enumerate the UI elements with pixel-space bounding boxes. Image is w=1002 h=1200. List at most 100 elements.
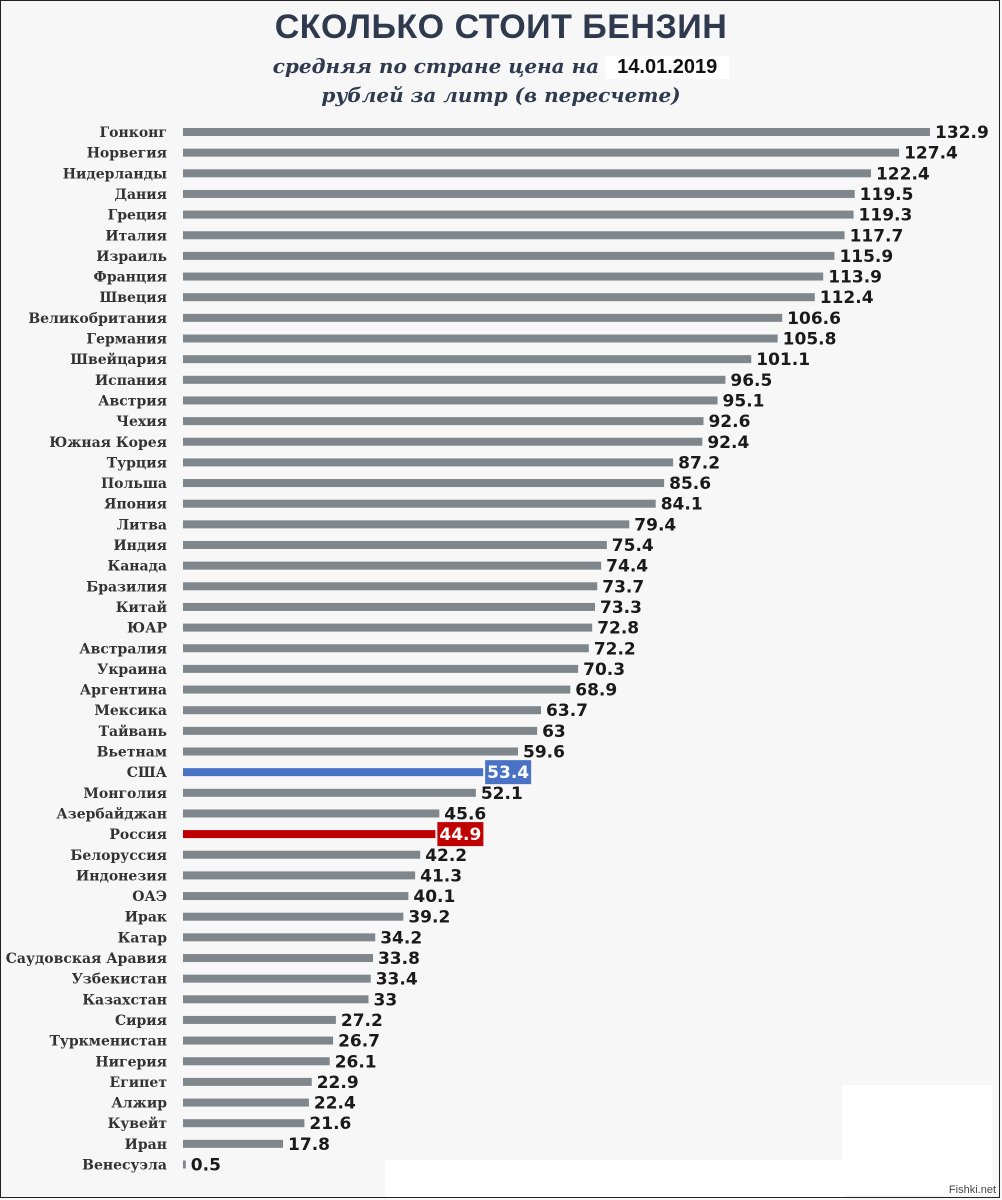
value-label-28: 63.7	[546, 701, 588, 721]
category-label-15: Южная Корея	[49, 435, 167, 451]
value-label-25: 72.2	[594, 639, 636, 659]
category-label-30: Вьетнам	[97, 745, 167, 761]
value-label-13: 95.1	[723, 391, 765, 411]
bar-47	[183, 1098, 309, 1107]
value-label-8: 112.4	[820, 288, 874, 308]
category-label-35: Белоруссия	[70, 848, 167, 864]
bar-17	[183, 479, 665, 488]
category-label-17: Польша	[101, 476, 167, 492]
bar-46	[183, 1077, 312, 1086]
bar-32	[183, 788, 476, 797]
value-label-36: 41.3	[420, 866, 462, 886]
bar-24	[183, 623, 593, 632]
value-label-2: 122.4	[876, 164, 930, 184]
bar-11	[183, 355, 752, 364]
watermark-patch-bottom	[385, 1160, 845, 1198]
category-label-25: Австралия	[79, 641, 167, 657]
category-label-40: Саудовская Аравия	[6, 951, 167, 967]
bar-31	[183, 768, 484, 777]
category-label-22: Бразилия	[86, 579, 167, 595]
category-label-7: Франция	[94, 270, 167, 286]
value-label-21: 74.4	[606, 557, 648, 577]
bar-39	[183, 933, 376, 942]
value-label-9: 106.6	[787, 309, 841, 329]
category-label-18: Япония	[104, 497, 167, 513]
category-label-20: Индия	[113, 538, 167, 554]
bar-36	[183, 871, 416, 880]
category-label-4: Греция	[108, 208, 167, 224]
category-label-32: Монголия	[83, 786, 167, 802]
bar-2	[183, 169, 871, 178]
watermark-patch	[842, 1085, 992, 1195]
bar-21	[183, 561, 602, 570]
category-label-2: Нидерланды	[63, 166, 167, 182]
bar-22	[183, 582, 598, 591]
value-label-37: 40.1	[413, 887, 455, 907]
category-label-27: Аргентина	[80, 683, 167, 699]
category-label-43: Сирия	[115, 1013, 167, 1029]
value-label-3: 119.5	[860, 185, 914, 205]
bar-0	[183, 128, 930, 136]
value-label-26: 70.3	[583, 660, 625, 680]
bar-1	[183, 148, 900, 157]
bar-33	[183, 809, 440, 818]
value-label-20: 75.4	[612, 536, 654, 556]
category-label-49: Иран	[125, 1137, 167, 1153]
highlight-badge-34	[437, 822, 484, 847]
category-label-21: Канада	[107, 559, 167, 575]
chart-subtitle: средняя по стране цена на 14.01.2019	[0, 54, 1002, 79]
category-label-6: Израиль	[96, 249, 167, 265]
value-label-40: 33.8	[378, 949, 420, 969]
value-label-15: 92.4	[707, 433, 749, 453]
bar-6	[183, 251, 835, 260]
category-label-34: Россия	[109, 827, 167, 843]
category-label-16: Турция	[107, 455, 167, 471]
value-label-11: 101.1	[756, 350, 810, 370]
value-label-29: 63	[542, 722, 566, 742]
bar-25	[183, 644, 589, 653]
bar-10	[183, 334, 778, 343]
value-label-1: 127.4	[904, 144, 958, 164]
category-label-37: ОАЭ	[132, 889, 167, 905]
value-label-30: 59.6	[523, 743, 565, 763]
category-label-11: Швейцария	[70, 351, 167, 368]
category-label-24: ЮАР	[127, 621, 167, 637]
bar-37	[183, 892, 409, 901]
bar-45	[183, 1057, 330, 1066]
bar-7	[183, 272, 824, 281]
category-label-9: Великобритания	[28, 311, 167, 327]
category-label-42: Казахстан	[82, 992, 167, 1008]
bar-49	[183, 1139, 284, 1148]
value-label-42: 33	[373, 990, 397, 1010]
value-label-39: 34.2	[380, 928, 422, 948]
value-label-27: 68.9	[575, 681, 617, 701]
value-label-16: 87.2	[678, 453, 720, 473]
value-label-7: 113.9	[828, 268, 882, 288]
value-label-46: 22.9	[317, 1073, 359, 1093]
value-label-10: 105.8	[783, 330, 837, 350]
bar-18	[183, 499, 656, 508]
category-label-31: США	[127, 765, 168, 781]
value-label-38: 39.2	[408, 908, 450, 928]
bar-30	[183, 747, 518, 756]
category-label-12: Испания	[95, 373, 167, 389]
bar-42	[183, 995, 369, 1004]
value-label-31: 53.4	[487, 763, 529, 783]
bar-9	[183, 313, 783, 322]
bar-27	[183, 685, 571, 694]
value-label-0: 132.9	[935, 123, 989, 143]
bar-35	[183, 850, 421, 859]
value-label-35: 42.2	[425, 846, 467, 866]
bar-8	[183, 293, 815, 302]
bar-12	[183, 375, 726, 384]
watermark: Fishki.net	[948, 1184, 996, 1196]
subtitle-text: средняя по стране цена на	[272, 54, 600, 78]
category-label-8: Швеция	[100, 290, 167, 306]
category-label-0: Гонконг	[99, 125, 167, 141]
value-label-24: 72.8	[597, 619, 639, 639]
bar-40	[183, 954, 373, 962]
category-label-1: Норвегия	[87, 146, 167, 162]
category-label-33: Азербайджан	[56, 805, 167, 822]
category-label-28: Мексика	[94, 703, 167, 719]
